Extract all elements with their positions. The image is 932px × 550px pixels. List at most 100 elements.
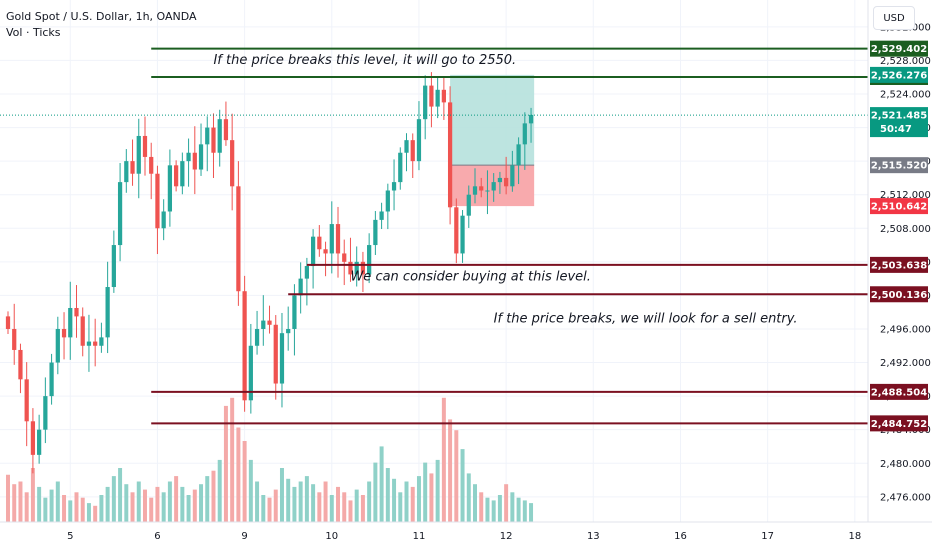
candle-body (242, 291, 247, 401)
volume-bar (410, 486, 415, 522)
volume-indicator-label[interactable]: Vol · Ticks (6, 26, 61, 39)
position-zones[interactable] (450, 74, 535, 207)
volume-bar (479, 492, 484, 522)
grid (0, 0, 868, 522)
candle-body (130, 161, 135, 174)
volume-bar (149, 497, 154, 522)
candle-body (49, 362, 54, 397)
volume-bar (304, 476, 309, 522)
volume-bar (49, 489, 54, 522)
volume-bar (24, 492, 29, 522)
candle-body (254, 328, 260, 346)
candle-body (354, 261, 359, 275)
level-price-tag (870, 415, 928, 432)
volume-bar (473, 484, 477, 522)
candle-body (111, 245, 116, 288)
price-tick-label: 2,528.000 (880, 56, 931, 67)
level-lines[interactable] (0, 47, 868, 425)
candle-body (304, 266, 309, 279)
volume-bar (12, 484, 17, 522)
volume-bar (242, 441, 247, 522)
volume-bar (404, 481, 409, 522)
volume-bar (311, 484, 316, 522)
level-price-label: 2,529.402 (871, 44, 927, 55)
volume-bar (118, 468, 123, 522)
volume-bar (74, 492, 79, 522)
candle-body (149, 156, 154, 174)
candle-body (441, 89, 446, 103)
volume-bar (342, 492, 347, 522)
volume-bar (62, 495, 67, 522)
annotations[interactable]: If the price breaks this level, it will … (213, 53, 797, 326)
volume-bar (86, 503, 91, 522)
price-tick-label: 2,512.000 (880, 190, 931, 201)
target-price-label: 2,526.276 (871, 70, 927, 81)
volume-bar (261, 495, 266, 522)
price-tick-label: 2,492.000 (880, 358, 931, 369)
volume-bar (55, 481, 60, 522)
candle-body (497, 177, 503, 183)
level-price-label: 2,488.504 (871, 387, 927, 398)
candle-body (472, 186, 478, 195)
volume-bar (192, 489, 197, 522)
candle-body (329, 224, 334, 254)
level-price-label: 2,500.136 (871, 290, 927, 301)
volume-bar (416, 476, 421, 522)
time-tick-label: 10 (325, 531, 338, 542)
candle-body (174, 165, 179, 187)
time-tick-label: 6 (154, 531, 160, 542)
candle-body (479, 186, 484, 191)
candle-body (404, 140, 409, 153)
candle-body (528, 114, 534, 124)
time-tick-label: 9 (241, 531, 247, 542)
candle-body (186, 152, 191, 162)
volume-bar (37, 486, 42, 522)
level-price-label: 2,484.752 (871, 419, 927, 430)
symbol-title[interactable]: Gold Spot / U.S. Dollar, 1h, OANDA (6, 10, 197, 23)
volume-bar (323, 481, 328, 522)
candle-body (74, 307, 79, 317)
volume-bar (167, 481, 172, 522)
currency-button[interactable]: USD (873, 6, 915, 30)
candle-body (161, 211, 166, 229)
volume-bar (80, 497, 85, 522)
volume-bar (273, 489, 278, 522)
candle-body (317, 236, 322, 250)
volume-bar (441, 397, 446, 522)
candle-body (385, 190, 390, 212)
time-tick-label: 16 (674, 531, 687, 542)
volume-bar (248, 459, 253, 522)
volume-bar (392, 478, 397, 522)
volume-bar (336, 486, 341, 522)
volume-bar (43, 497, 48, 522)
volume-bar (367, 481, 372, 522)
candle-body (86, 341, 92, 346)
candle-body (367, 245, 372, 275)
candle-body (510, 165, 515, 187)
candle-body (80, 316, 85, 346)
candle-body (117, 182, 123, 246)
candle-body (423, 85, 428, 120)
volume-bar (136, 481, 141, 522)
candle-body (192, 152, 197, 170)
volume-bars (6, 397, 534, 522)
volume-bar (230, 397, 235, 522)
volume-bar (223, 405, 228, 522)
candle-body (310, 236, 316, 267)
volume-bar (485, 497, 490, 522)
candle-body (180, 161, 185, 187)
candle-body (410, 140, 415, 162)
entry-price-label: 2,515.520 (871, 161, 927, 172)
candle-body (435, 89, 440, 107)
annotation-text: We can consider buying at this level. (350, 269, 590, 284)
volume-bar (379, 446, 384, 522)
volume-bar (68, 500, 73, 522)
candle-body (504, 177, 509, 187)
annotation-text: If the price breaks, we will look for a … (494, 311, 798, 326)
volume-bar (529, 503, 534, 522)
candle-body (491, 182, 496, 191)
time-axis[interactable]: 5 6 9 10 11 12 13 16 17 18 (67, 531, 861, 542)
volume-bar (354, 489, 359, 522)
price-tick-label: 2,480.000 (880, 459, 931, 470)
